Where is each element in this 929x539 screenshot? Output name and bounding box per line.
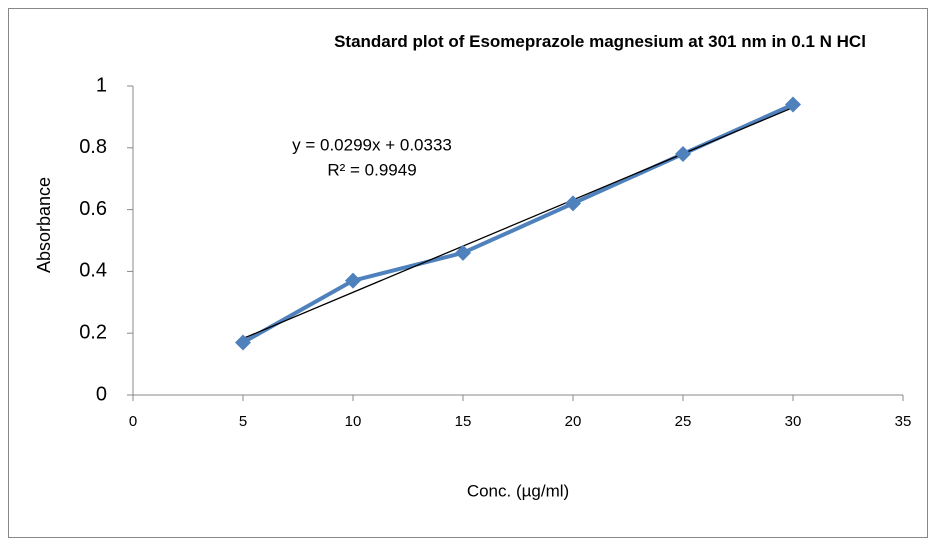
marker [565, 195, 581, 212]
chart-border [8, 8, 928, 538]
marker [675, 145, 691, 162]
y-tick-label: 1 [96, 74, 107, 96]
y-tick-label: 0.2 [79, 321, 107, 343]
x-axis-title: Conc. (µg/ml) [467, 481, 569, 500]
x-tick-label: 20 [565, 413, 582, 430]
y-tick-label: 0.6 [79, 198, 107, 220]
y-axis-title: Absorbance [34, 177, 54, 273]
marker [785, 96, 801, 113]
marker [235, 334, 251, 351]
x-tick-label: 10 [345, 413, 362, 430]
x-tick-label: 30 [785, 413, 802, 430]
y-tick-label: 0 [96, 383, 107, 405]
trend-equation: y = 0.0299x + 0.0333 [292, 135, 452, 154]
trend-r-squared: R² = 0.9949 [327, 160, 416, 179]
x-tick-label: 0 [129, 413, 137, 430]
trendline [242, 106, 794, 340]
x-tick-label: 35 [895, 413, 912, 430]
chart-title: Standard plot of Esomeprazole magnesium … [334, 32, 866, 51]
y-tick-label: 0.4 [79, 260, 107, 282]
x-tick-label: 25 [675, 413, 692, 430]
marker [455, 244, 471, 261]
y-tick-label: 0.8 [79, 136, 107, 158]
marker [345, 272, 361, 289]
x-tick-label: 5 [239, 413, 247, 430]
x-tick-label: 15 [455, 413, 472, 430]
